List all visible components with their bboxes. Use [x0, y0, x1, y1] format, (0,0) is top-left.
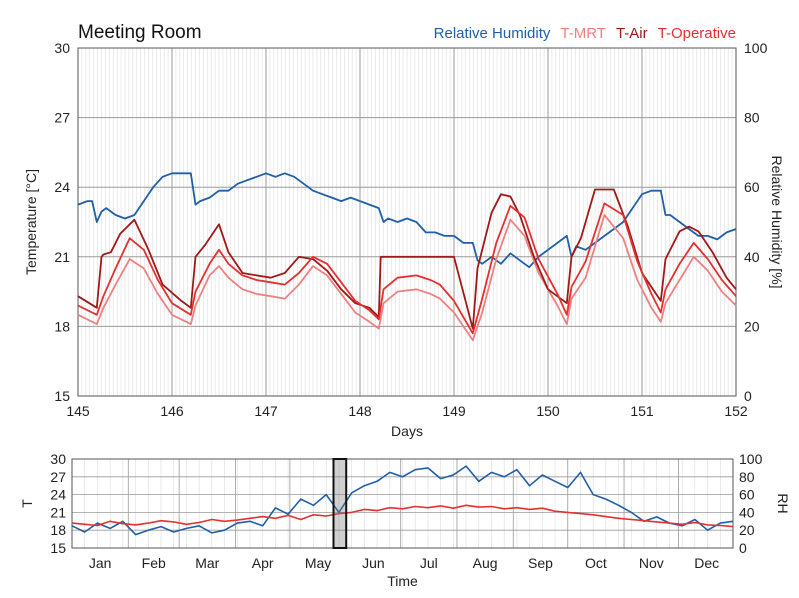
- main-y-tick-label: 18: [54, 318, 70, 334]
- main-y2-tick-label: 0: [744, 388, 752, 404]
- main-y-axis-label: Temperature [°C]: [23, 169, 39, 275]
- main-y2-tick-label: 20: [744, 318, 760, 334]
- main-x-tick-label: 150: [536, 403, 560, 419]
- overview-y-tick-label: 27: [50, 469, 66, 485]
- overview-month-label: Jan: [89, 555, 112, 571]
- main-y2-axis-label: Relative Humidity [%]: [769, 155, 785, 288]
- overview-month-label: Apr: [252, 555, 274, 571]
- overview-y-axis-label: T: [19, 499, 35, 508]
- main-x-tick-label: 149: [442, 403, 466, 419]
- overview-y2-tick-label: 20: [739, 522, 755, 538]
- overview-y-tick-label: 24: [50, 487, 66, 503]
- main-y-tick-label: 24: [54, 179, 70, 195]
- main-x-tick-label: 152: [724, 403, 748, 419]
- overview-month-label: Nov: [639, 555, 664, 571]
- legend-entry: T-Air: [616, 25, 648, 42]
- main-y-tick-label: 30: [54, 40, 70, 56]
- overview-y-tick-label: 15: [50, 540, 66, 556]
- series-line-t: [71, 504, 734, 528]
- main-x-tick-label: 148: [348, 403, 372, 419]
- overview-month-label: Feb: [142, 555, 166, 571]
- legend-entry: Relative Humidity: [434, 25, 551, 42]
- overview-x-axis-label: Time: [387, 573, 418, 589]
- overview-month-label: Dec: [694, 555, 719, 571]
- overview-y2-tick-label: 100: [739, 451, 763, 467]
- overview-y-tick-label: 30: [50, 451, 66, 467]
- overview-month-label: Sep: [528, 555, 553, 571]
- series-line-rh: [71, 465, 734, 536]
- main-y2-tick-label: 100: [744, 40, 768, 56]
- overview-month-label: May: [305, 555, 331, 571]
- main-x-tick-label: 146: [160, 403, 184, 419]
- overview-month-label: Jul: [420, 555, 438, 571]
- legend-entry: T-Operative: [658, 25, 736, 42]
- overview-month-label: Mar: [195, 555, 219, 571]
- overview-y2-tick-label: 80: [739, 469, 755, 485]
- main-y-tick-label: 15: [54, 388, 70, 404]
- overview-y-tick-label: 21: [50, 504, 66, 520]
- main-x-axis-label: Days: [391, 423, 423, 439]
- overview-plot-frame: [71, 458, 734, 549]
- overview-y2-axis-label: RH: [775, 493, 791, 513]
- overview-y2-tick-label: 0: [739, 540, 747, 556]
- main-y-tick-label: 21: [54, 249, 70, 265]
- overview-y2-tick-label: 40: [739, 504, 755, 520]
- main-y2-tick-label: 40: [744, 249, 760, 265]
- legend-entry: T-MRT: [560, 25, 606, 42]
- main-y2-tick-label: 80: [744, 110, 760, 126]
- overview-month-label: Oct: [585, 555, 607, 571]
- overview-month-label: Jun: [362, 555, 385, 571]
- main-x-tick-label: 147: [254, 403, 278, 419]
- main-y2-tick-label: 60: [744, 179, 760, 195]
- main-x-tick-label: 145: [66, 403, 90, 419]
- main-y-tick-label: 27: [54, 110, 70, 126]
- series-line-t-operative: [77, 202, 737, 335]
- main-x-tick-label: 151: [630, 403, 654, 419]
- overview-y-tick-label: 18: [50, 522, 66, 538]
- main-plot-frame: [77, 47, 737, 397]
- overview-selection-window: [332, 458, 348, 549]
- overview-month-label: Aug: [473, 555, 498, 571]
- overview-y2-tick-label: 60: [739, 487, 755, 503]
- chart-title: Meeting Room: [78, 22, 202, 43]
- series-line-t-mrt: [77, 214, 737, 342]
